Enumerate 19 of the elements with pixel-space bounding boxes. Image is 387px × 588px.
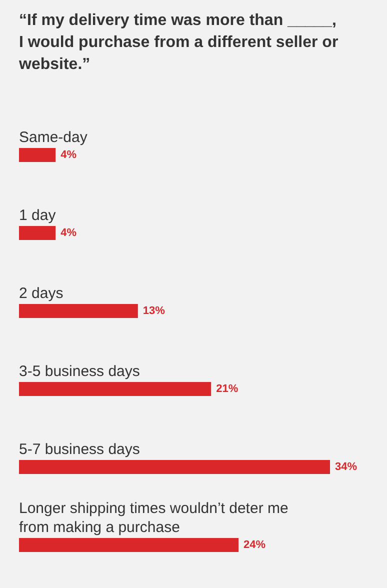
bar [19, 460, 330, 474]
y-tick-label: 3-5 business days [19, 363, 140, 380]
data-label: 4% [60, 149, 77, 161]
bar [19, 304, 138, 318]
bar [19, 382, 212, 396]
y-tick-label: 5-7 business days [19, 441, 140, 458]
y-tick-label: 2 days [19, 285, 64, 302]
data-label: 24% [244, 539, 266, 551]
chart-title: “If my delivery time was more than _____, I would purchase from a different seller or website.” [18, 12, 338, 73]
data-label: 21% [216, 383, 238, 395]
y-tick-label: 1 day [19, 207, 56, 224]
category-label: Longer shipping times wouldn’t deter me from making a purchase [19, 500, 288, 536]
data-label: 34% [335, 461, 358, 473]
bar [19, 148, 56, 162]
bar [19, 226, 56, 240]
data-label: 13% [142, 305, 166, 317]
y-tick-label: Same-day [19, 129, 88, 146]
bar [19, 538, 239, 552]
data-label: 4% [60, 227, 77, 239]
